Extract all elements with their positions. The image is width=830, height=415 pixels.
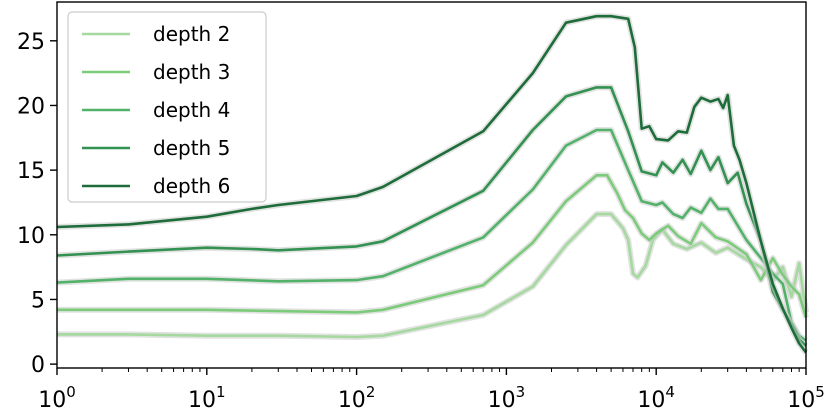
x-tick-label: 105 [787,383,825,413]
x-tick-label: 102 [338,383,376,413]
axis-layer: 100 101 102 103 104 105 0 5 10 15 20 25 [17,30,825,413]
x-tick-label: 100 [38,383,76,413]
legend-label: depth 6 [153,174,230,198]
legend-box [67,11,267,203]
y-tick-label: 20 [17,94,45,119]
plot-frame [56,1,807,369]
y-tick-label: 25 [17,30,45,55]
y-tick-label: 0 [31,353,45,378]
legend-label: depth 2 [153,22,230,46]
x-tick-label: 101 [188,383,226,413]
series-line-depth-2 [57,212,808,339]
x-tick-label: 103 [488,383,526,413]
legend-label: depth 5 [153,136,230,160]
legend-label: depth 4 [153,98,230,122]
legend: depth 2 depth 3 depth 4 depth 5 depth 6 [67,11,267,203]
y-tick-label: 15 [17,159,45,184]
series-line-depth-6 [56,14,808,354]
x-tick-label: 104 [637,383,675,413]
legend-label: depth 3 [153,60,230,84]
y-tick-label: 5 [31,288,45,313]
series-layer [56,13,809,355]
y-tick-label: 10 [17,224,45,249]
series-line-depth-3 [57,174,808,318]
